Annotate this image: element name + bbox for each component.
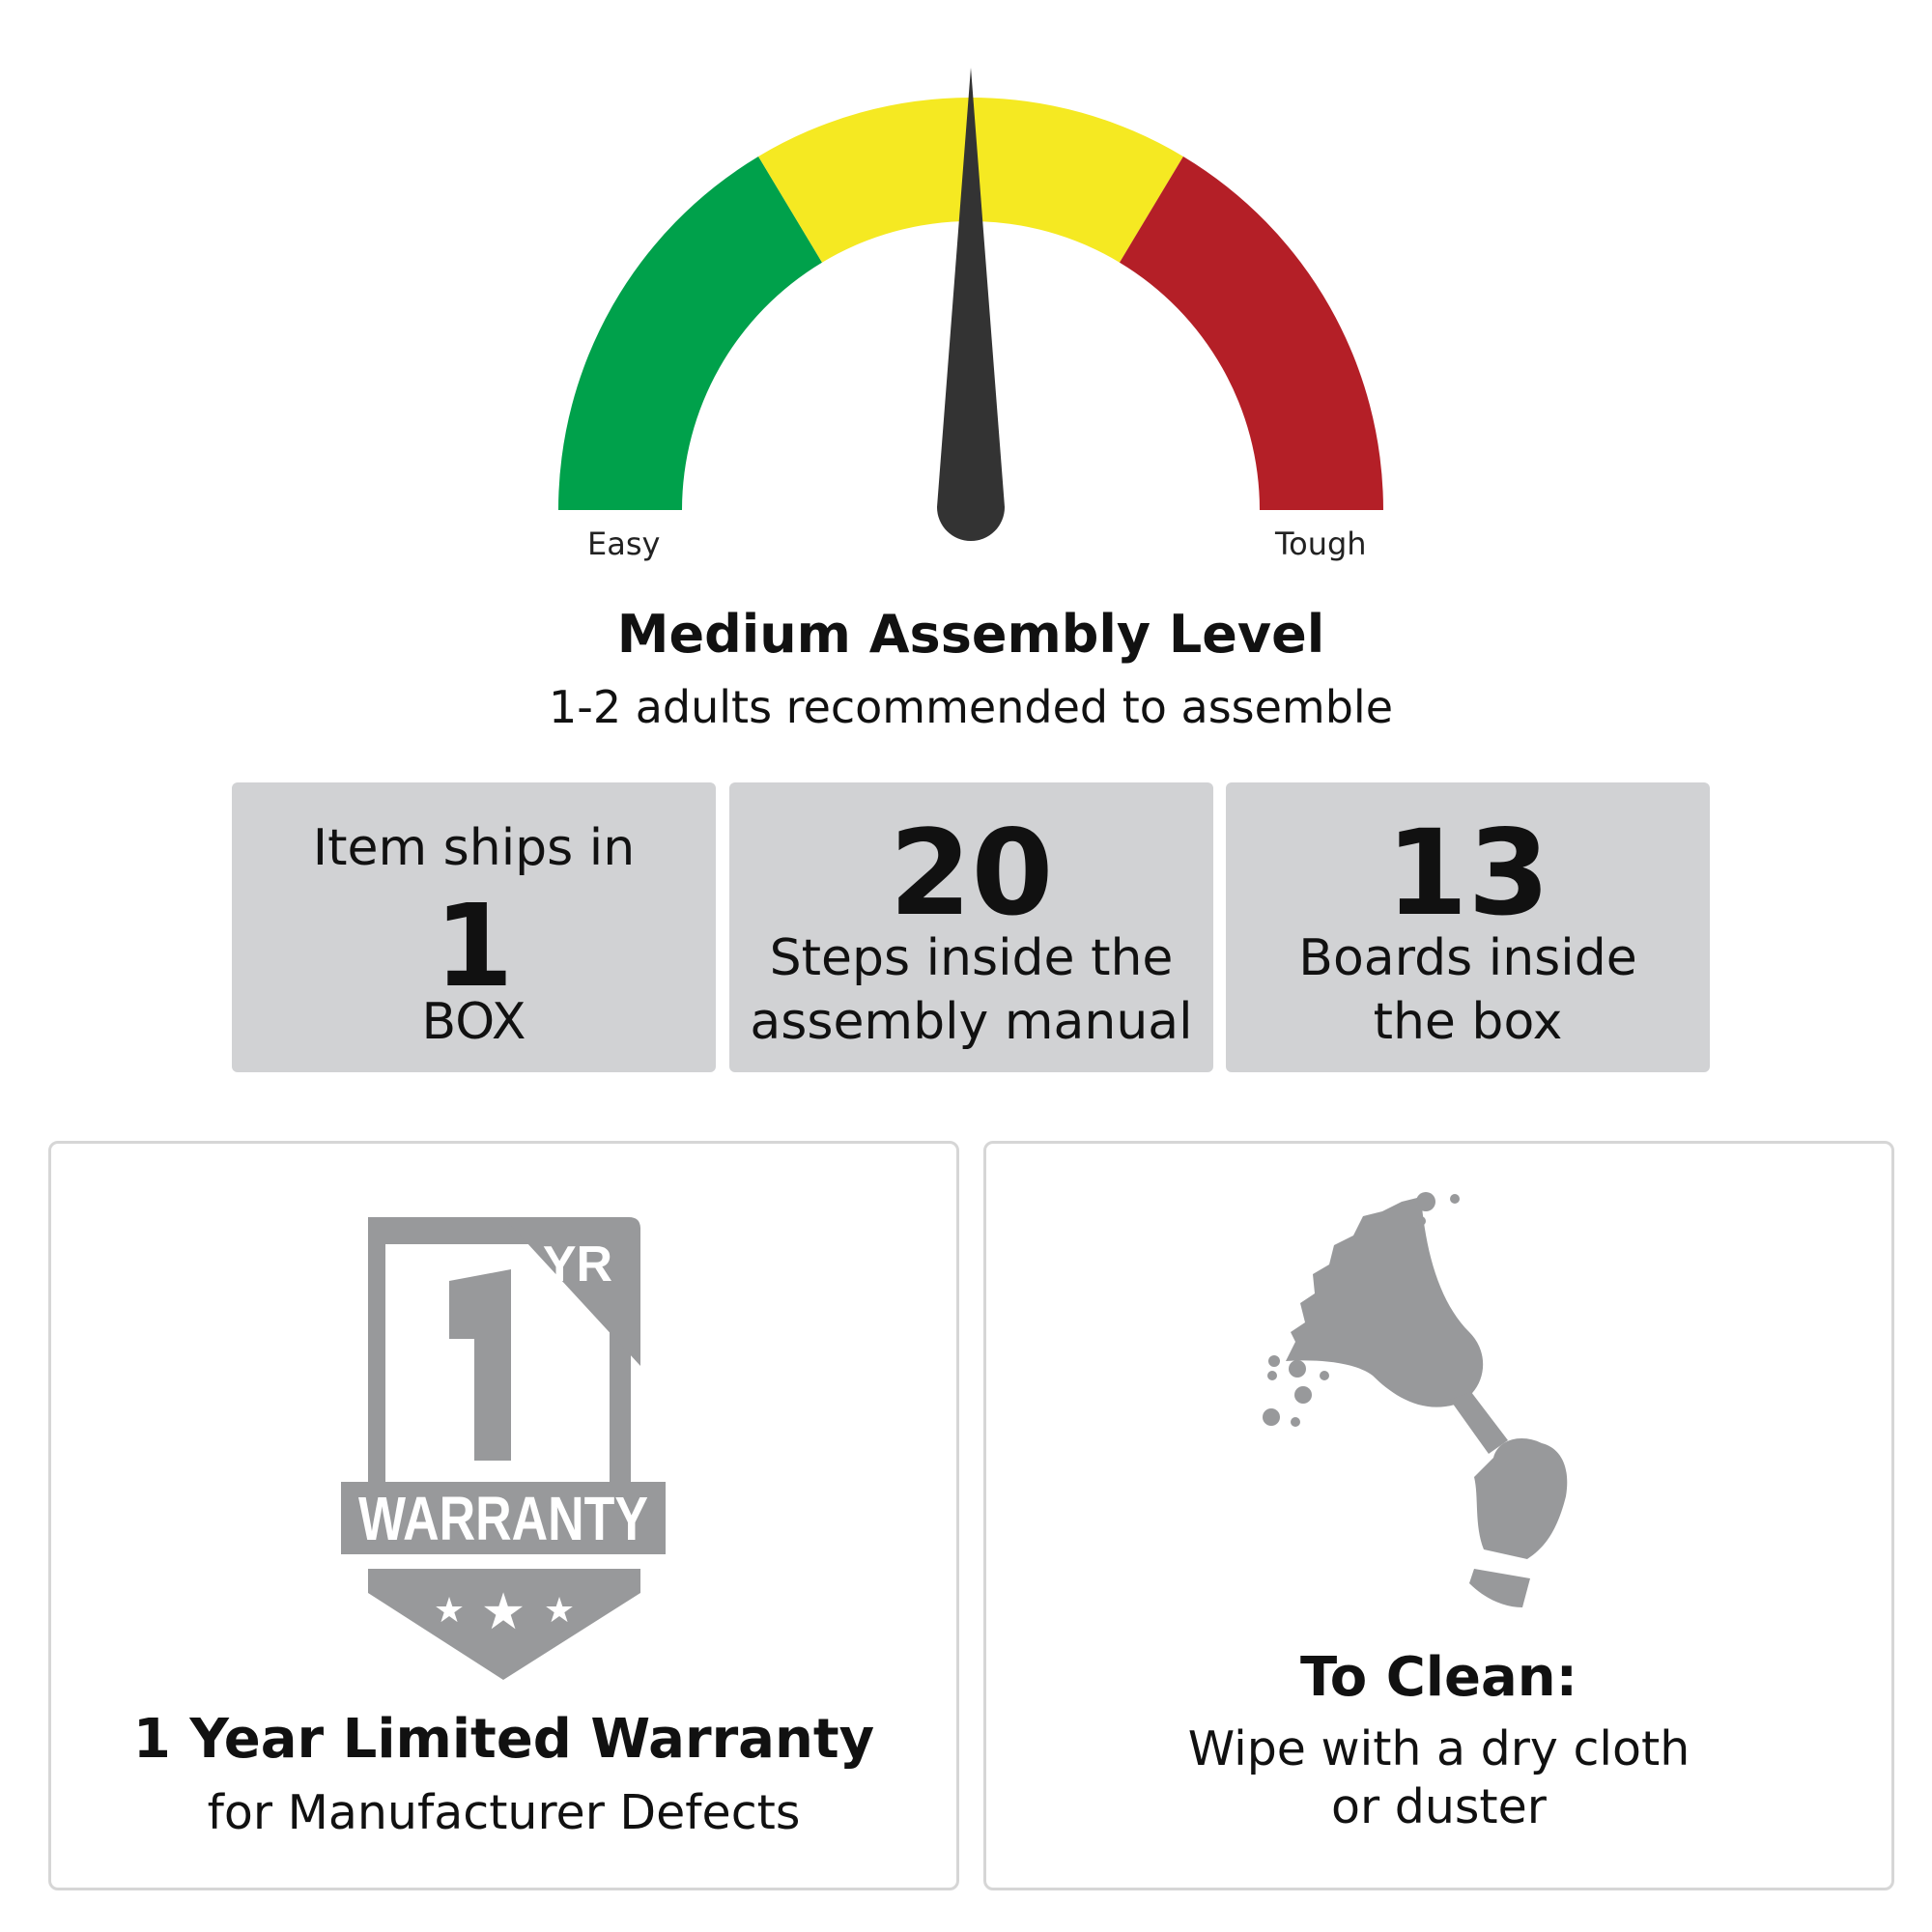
- stat-box-bottom: BOX: [421, 993, 526, 1051]
- stat-steps: 20 Steps inside the assembly manual: [729, 782, 1213, 1072]
- warranty-subtitle: for Manufacturer Defects: [207, 1785, 801, 1840]
- cleaning-title: To Clean:: [1299, 1646, 1578, 1709]
- assembly-level-subtitle: 1-2 adults recommended to assemble: [548, 681, 1394, 733]
- stat-box-count: Item ships in 1 BOX: [232, 782, 716, 1072]
- assembly-level-title: Medium Assembly Level: [616, 604, 1325, 665]
- warranty-badge-icon: YR WARRANTY ★ ★ ★: [341, 1217, 666, 1680]
- gauge-needle: [937, 68, 1005, 541]
- warranty-badge-unit: YR: [543, 1236, 612, 1293]
- warranty-card: YR WARRANTY ★ ★ ★ 1 Year Limited Warrant…: [48, 1141, 959, 1890]
- stat-steps-line2: assembly manual: [750, 993, 1193, 1051]
- cleaning-line2: or duster: [1331, 1779, 1547, 1834]
- gauge-label-easy: Easy: [587, 526, 661, 562]
- stat-boards-line2: the box: [1373, 993, 1563, 1051]
- feather-duster-icon: [1263, 1192, 1568, 1607]
- svg-text:★: ★: [481, 1583, 526, 1641]
- gauge-label-tough: Tough: [1275, 526, 1367, 562]
- cleaning-line1: Wipe with a dry cloth: [1187, 1721, 1690, 1776]
- cleaning-card: To Clean: Wipe with a dry cloth or duste…: [983, 1141, 1894, 1890]
- stat-boards-line1: Boards inside: [1298, 929, 1637, 987]
- stat-boards: 13 Boards inside the box: [1226, 782, 1710, 1072]
- assembly-difficulty-gauge: [558, 68, 1383, 541]
- svg-text:★: ★: [544, 1591, 575, 1631]
- stat-boards-value: 13: [1385, 805, 1550, 942]
- stat-box-top: Item ships in: [312, 819, 636, 877]
- star-icons: ★ ★ ★: [434, 1583, 575, 1641]
- warranty-title: 1 Year Limited Warranty: [132, 1708, 875, 1771]
- stat-steps-value: 20: [889, 805, 1054, 942]
- svg-text:★: ★: [434, 1591, 465, 1631]
- warranty-badge-text: WARRANTY: [358, 1484, 648, 1553]
- gauge-segment-tough: [1119, 156, 1383, 510]
- stat-box-value: 1: [434, 879, 514, 1012]
- stat-steps-line1: Steps inside the: [769, 929, 1174, 987]
- gauge-segment-easy: [558, 156, 823, 510]
